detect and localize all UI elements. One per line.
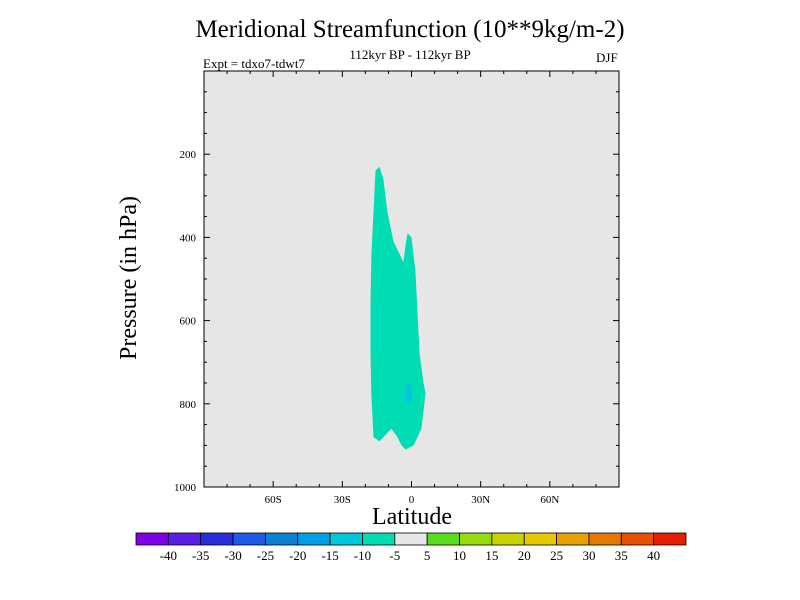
y-tick-labels: 200 400 600 800 1000 (174, 149, 197, 494)
colorbar-labels: -40 -35 -30 -25 -20 -15 -10 -5 5 10 15 20 25 30 35 40 (160, 548, 660, 563)
y-tick-label: 600 (180, 316, 197, 328)
contour-region-0 (370, 166, 426, 450)
colorbar-label: -20 (289, 548, 306, 563)
colorbar-swatch (588, 532, 622, 546)
colorbar-label: 15 (485, 548, 498, 563)
colorbar-swatch (394, 532, 428, 546)
colorbar-label: -5 (389, 548, 400, 563)
contour-regions (370, 166, 426, 450)
colorbar-label: 5 (424, 548, 431, 563)
colorbar-label: 40 (647, 548, 660, 563)
y-tick-label: 200 (180, 149, 197, 161)
contour-region-1 (404, 383, 413, 404)
experiment-label: Expt = tdxo7-tdwt7 (203, 56, 305, 71)
x-tick-label: 60S (265, 494, 282, 506)
colorbar-swatch (556, 532, 590, 546)
colorbar-swatch (200, 532, 234, 546)
colorbar (135, 532, 687, 546)
plot-frame (203, 70, 620, 488)
x-tick-labels: 60S 30S 0 30N 60N (265, 494, 560, 506)
colorbar-label: -15 (321, 548, 338, 563)
y-tick-label: 800 (180, 399, 197, 411)
colorbar-label: -25 (257, 548, 274, 563)
x-tick-label: 0 (409, 494, 415, 506)
colorbar-swatch (459, 532, 493, 546)
colorbar-swatch (265, 532, 299, 546)
colorbar-swatch (329, 532, 363, 546)
x-tick-label: 30S (334, 494, 351, 506)
x-tick-label: 30N (471, 494, 490, 506)
colorbar-label: -40 (160, 548, 177, 563)
x-tick-label: 60N (540, 494, 559, 506)
colorbar-swatch (653, 532, 687, 546)
colorbar-swatch (167, 532, 202, 546)
y-axis-title: Pressure (in hPa) (116, 196, 142, 360)
colorbar-swatch (362, 532, 396, 546)
colorbar-swatch (297, 532, 331, 546)
colorbar-label: -35 (192, 548, 209, 563)
season-label: DJF (596, 50, 618, 65)
colorbar-label: -30 (224, 548, 241, 563)
colorbar-label: 10 (453, 548, 466, 563)
colorbar-swatch (426, 532, 460, 546)
colorbar-swatch (523, 532, 557, 546)
y-tick-label: 1000 (174, 482, 197, 494)
colorbar-label: 20 (518, 548, 531, 563)
colorbar-label: 35 (615, 548, 628, 563)
colorbar-swatch (491, 532, 525, 546)
y-tick-label: 400 (180, 232, 197, 244)
chart-subtitle: 112kyr BP - 112kyr BP (349, 47, 471, 62)
colorbar-swatch (232, 532, 266, 546)
colorbar-swatch (620, 532, 655, 546)
colorbar-label: -10 (354, 548, 371, 563)
chart-title: Meridional Streamfunction (10**9kg/m-2) (195, 16, 625, 43)
colorbar-label: 30 (582, 548, 595, 563)
colorbar-swatch (135, 532, 169, 546)
x-axis-title: Latitude (372, 504, 452, 530)
colorbar-label: 25 (550, 548, 563, 563)
